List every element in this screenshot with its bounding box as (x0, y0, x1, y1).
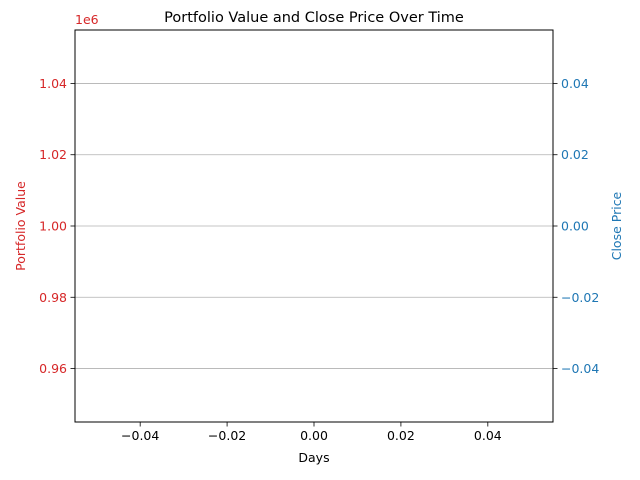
chart-title: Portfolio Value and Close Price Over Tim… (164, 10, 464, 26)
left-tick-label-3: 1.02 (39, 147, 67, 162)
x-tick-label-1: −0.02 (208, 428, 246, 443)
x-tick-label-4: 0.04 (474, 428, 502, 443)
right-tick-label-3: 0.02 (561, 147, 589, 162)
gridlines (75, 83, 553, 369)
x-axis-label: Days (298, 450, 329, 465)
x-tick-label-0: −0.04 (121, 428, 159, 443)
left-y-axis-label: Portfolio Value (13, 181, 28, 271)
right-y-axis-label: Close Price (609, 191, 624, 260)
left-axis-offset-text: 1e6 (75, 12, 99, 27)
left-y-axis: 0.96 0.98 1.00 1.02 1.04 (39, 76, 75, 376)
left-tick-label-2: 1.00 (39, 219, 67, 234)
left-tick-label-4: 1.04 (39, 76, 67, 91)
right-tick-label-1: −0.02 (561, 290, 599, 305)
right-tick-label-2: 0.00 (561, 219, 589, 234)
x-tick-label-2: 0.00 (300, 428, 328, 443)
x-tick-label-3: 0.02 (387, 428, 415, 443)
right-tick-label-4: 0.04 (561, 76, 589, 91)
right-y-axis: −0.04 −0.02 0.00 0.02 0.04 (553, 76, 599, 376)
x-axis: −0.04 −0.02 0.00 0.02 0.04 (121, 422, 502, 443)
left-tick-label-1: 0.98 (39, 290, 67, 305)
right-tick-label-0: −0.04 (561, 361, 599, 376)
left-tick-label-0: 0.96 (39, 361, 67, 376)
